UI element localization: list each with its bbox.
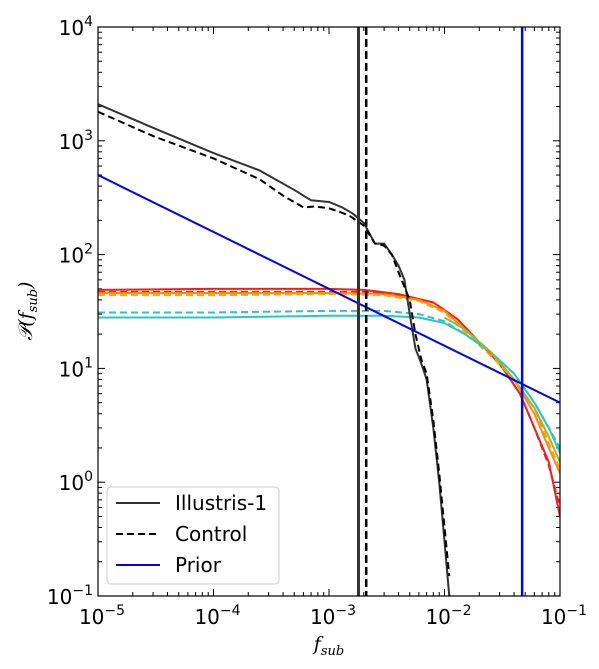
sample-series-line xyxy=(98,309,560,449)
prior-series-line xyxy=(98,174,560,404)
x-tick-label: 10−1 xyxy=(541,603,587,629)
illustris-1-series-line xyxy=(98,103,451,596)
sample-series-line xyxy=(98,291,560,474)
sample-series-line xyxy=(98,293,560,470)
x-tick-label: 10−5 xyxy=(79,603,125,629)
legend-label-prior: Prior xyxy=(175,553,222,577)
y-tick-label: 100 xyxy=(59,469,93,495)
x-axis-label: fsub xyxy=(312,633,344,659)
legend-label-control: Control xyxy=(175,522,247,546)
y-tick-label: 101 xyxy=(59,355,93,381)
y-tick-label: 10−1 xyxy=(47,583,93,609)
plot-frame xyxy=(97,26,561,597)
y-axis-label: 𝒫(fsub) xyxy=(15,282,41,341)
y-tick-label: 103 xyxy=(59,128,93,154)
data-series xyxy=(98,103,560,596)
sample-series-line xyxy=(98,314,560,454)
x-tick-label: 10−3 xyxy=(310,603,356,629)
x-tick-label: 10−4 xyxy=(194,603,240,629)
control-series-line xyxy=(98,110,451,577)
y-tick-label: 104 xyxy=(59,14,93,40)
sample-series-line xyxy=(98,290,560,508)
sample-series-line xyxy=(98,287,560,517)
x-tick-label: 10−2 xyxy=(425,603,471,629)
legend-label-illustris: Illustris-1 xyxy=(175,491,267,515)
legend: Illustris-1 Control Prior xyxy=(106,486,280,585)
tick-labels: 10−5 10−4 10−3 10−2 10−1 10−1 100 101 102 103 104 xyxy=(47,14,587,629)
y-tick-label: 102 xyxy=(59,242,93,268)
legend-box xyxy=(106,486,280,585)
reference-lines xyxy=(356,27,524,596)
sample-series-line xyxy=(443,316,560,463)
